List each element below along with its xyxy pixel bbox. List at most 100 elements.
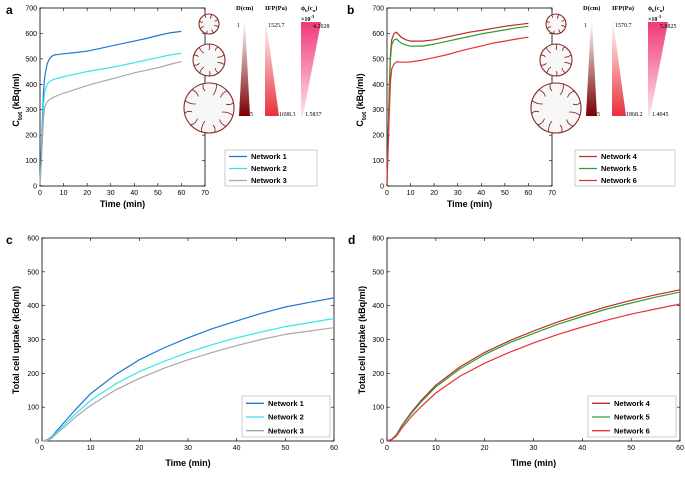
- colorbar-ifp-top: 1525.7: [268, 23, 285, 29]
- x-tick-label: 10: [432, 445, 440, 452]
- y-tick-label: 400: [372, 303, 384, 310]
- network-circle: [530, 82, 582, 134]
- series-line-network-5: [386, 291, 681, 442]
- x-tick-label: 30: [107, 190, 115, 197]
- exp-power: -3: [657, 14, 661, 19]
- legend: Network 4 Network 5 Network 6: [574, 149, 676, 187]
- phi-exponent: ×10-3: [301, 14, 315, 23]
- vessel-branch: [210, 14, 213, 19]
- vessel-branch: [572, 102, 581, 106]
- x-tick-label: 0: [38, 190, 42, 197]
- phi-exponent: ×10-3: [648, 14, 662, 23]
- legend-label: Network 2: [251, 164, 287, 173]
- vessel-branch: [555, 70, 558, 77]
- y-tick-label: 300: [372, 107, 384, 114]
- x-tick-label: 20: [135, 445, 143, 452]
- vessel-branch: [217, 54, 225, 58]
- colorbars: D(cm) IFP(Pa) ϕb(cn)×10-3151570.71868.25.8…: [583, 5, 677, 118]
- network-circle: [183, 82, 235, 134]
- legend-label: Network 3: [268, 426, 304, 435]
- x-tick-label: 0: [40, 445, 44, 452]
- x-tick-label: 40: [233, 445, 241, 452]
- vessel-branch: [531, 100, 543, 105]
- x-tick-label: 10: [407, 190, 415, 197]
- vessel-branch: [184, 100, 196, 105]
- y-tick-label: 200: [25, 133, 37, 140]
- vessel-branch: [562, 46, 566, 51]
- legend-label: Network 5: [614, 413, 650, 422]
- vessel-branch: [561, 25, 566, 28]
- vessel-branch: [193, 54, 199, 57]
- vessel-branch: [540, 54, 546, 57]
- series-line-network-6: [386, 303, 681, 442]
- vessel-branch: [564, 54, 572, 58]
- vessel-branch: [561, 19, 566, 22]
- y-tick-label: 300: [25, 107, 37, 114]
- colorbar-phi: [301, 22, 321, 116]
- vessel-branch: [220, 90, 228, 98]
- series-line-network-3: [41, 327, 335, 442]
- vessel-branch: [214, 19, 219, 22]
- x-tick-label: 20: [481, 445, 489, 452]
- vessel-branch: [569, 111, 581, 116]
- vessel-branch: [205, 30, 208, 34]
- vessel-branch: [546, 66, 552, 74]
- legend-label: Network 6: [614, 426, 650, 435]
- phi-close: ): [662, 5, 664, 12]
- colorbar-phi-top: 4.2028: [313, 24, 330, 30]
- colorbars: D(cm) IFP(Pa) ϕb(cn)×10-3151525.71698.34.2…: [236, 5, 330, 118]
- vessel-branch: [546, 26, 552, 29]
- vessel-branch: [564, 62, 572, 66]
- y-axis-label: Total cell uptake (kBq/ml): [11, 286, 21, 394]
- colorbar-d: [239, 20, 250, 116]
- y-tick-label: 600: [372, 31, 384, 38]
- y-axis-label: Total cell uptake (kBq/ml): [357, 286, 367, 394]
- y-tick-label: 0: [380, 184, 384, 191]
- vessel-branch: [199, 26, 205, 29]
- y-tick-label: 300: [372, 337, 384, 344]
- legend-label: Network 1: [268, 399, 304, 408]
- vessel-branch: [212, 84, 217, 96]
- x-tick-label: 30: [454, 190, 462, 197]
- x-tick-label: 30: [184, 445, 192, 452]
- y-tick-label: 0: [33, 184, 37, 191]
- panel-letter: d: [348, 233, 355, 247]
- colorbar-title-d: D(cm): [236, 5, 253, 12]
- panel-b: b0 10 20 30 40 50 60 700100200300400500600700Ti…: [347, 3, 677, 209]
- series-line-network-2: [41, 317, 335, 442]
- vessel-branch: [190, 118, 198, 126]
- x-tick-label: 40: [130, 190, 138, 197]
- x-tick-label: 0: [385, 445, 389, 452]
- phi-sub: b: [652, 8, 655, 13]
- legend-label: Network 2: [268, 413, 304, 422]
- vessel-branch: [217, 62, 225, 66]
- y-tick-label: 400: [27, 303, 39, 310]
- y-axis-label: Ctot (kBq/ml): [11, 73, 24, 126]
- y-axis-label-unit: (kBq/ml): [355, 73, 365, 112]
- legend-label: Network 4: [601, 152, 638, 161]
- colorbar-title-phi: ϕb(cn): [301, 5, 317, 13]
- vessel-branch: [222, 111, 234, 116]
- y-tick-label: 200: [372, 371, 384, 378]
- vessel-branch: [199, 20, 204, 23]
- y-tick-label: 100: [372, 405, 384, 412]
- exp-base: ×10: [301, 17, 310, 23]
- vessel-branch: [219, 119, 227, 127]
- x-tick-label: 40: [477, 190, 485, 197]
- y-axis-label-sub: tot: [361, 111, 368, 120]
- vessel-branch: [538, 89, 546, 97]
- y-tick-label: 500: [372, 56, 384, 63]
- legend: Network 1 Network 2 Network 3: [241, 395, 331, 438]
- phi-sub: b: [305, 8, 308, 13]
- colorbar-phi-top: 5.8825: [660, 24, 677, 30]
- x-tick-label: 50: [154, 190, 162, 197]
- colorbar-d-top: 1: [237, 23, 240, 29]
- panel-letter: c: [6, 233, 13, 247]
- x-tick-label: 60: [178, 190, 186, 197]
- vessel-branch: [208, 70, 211, 77]
- network-illustrations: [530, 13, 582, 134]
- colorbar-phi: [648, 22, 668, 116]
- y-tick-label: 100: [27, 405, 39, 412]
